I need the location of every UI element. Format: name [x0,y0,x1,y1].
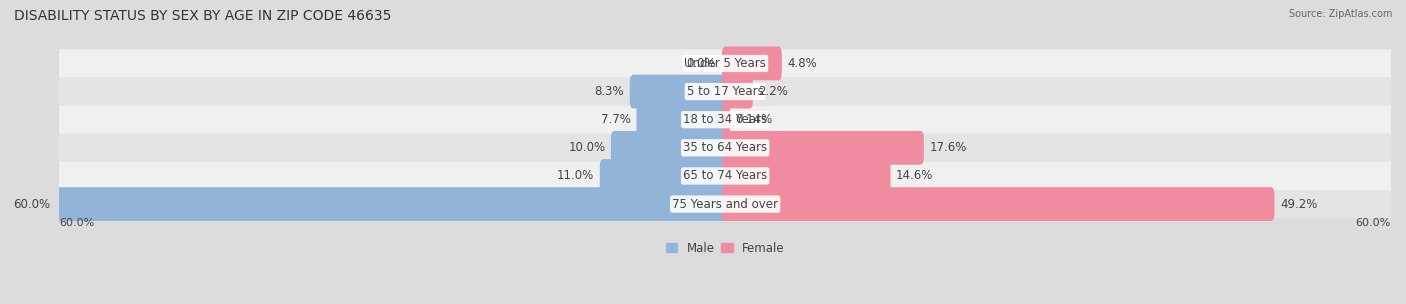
Text: Source: ZipAtlas.com: Source: ZipAtlas.com [1288,9,1392,19]
Text: 0.0%: 0.0% [686,57,716,70]
Text: Under 5 Years: Under 5 Years [685,57,766,70]
FancyBboxPatch shape [721,131,924,165]
Text: 60.0%: 60.0% [14,198,51,211]
FancyBboxPatch shape [721,159,890,193]
Text: 35 to 64 Years: 35 to 64 Years [683,141,768,154]
Text: 10.0%: 10.0% [568,141,606,154]
FancyBboxPatch shape [600,159,728,193]
FancyBboxPatch shape [721,75,754,109]
Text: 17.6%: 17.6% [929,141,967,154]
FancyBboxPatch shape [37,78,1406,105]
Text: 18 to 34 Years: 18 to 34 Years [683,113,768,126]
FancyBboxPatch shape [721,47,782,80]
FancyBboxPatch shape [37,105,1406,134]
Text: 60.0%: 60.0% [1355,218,1391,228]
Text: 49.2%: 49.2% [1279,198,1317,211]
Text: 0.14%: 0.14% [735,113,773,126]
Text: 11.0%: 11.0% [557,169,595,182]
FancyBboxPatch shape [37,162,1406,190]
Text: 2.2%: 2.2% [758,85,789,98]
Text: 60.0%: 60.0% [59,218,94,228]
FancyBboxPatch shape [37,49,1406,78]
Text: 14.6%: 14.6% [896,169,934,182]
Text: DISABILITY STATUS BY SEX BY AGE IN ZIP CODE 46635: DISABILITY STATUS BY SEX BY AGE IN ZIP C… [14,9,391,23]
Text: 75 Years and over: 75 Years and over [672,198,778,211]
FancyBboxPatch shape [637,103,728,136]
Text: 4.8%: 4.8% [787,57,817,70]
Text: 8.3%: 8.3% [595,85,624,98]
Legend: Male, Female: Male, Female [661,237,789,260]
FancyBboxPatch shape [56,187,728,221]
FancyBboxPatch shape [721,187,1274,221]
FancyBboxPatch shape [721,103,730,136]
FancyBboxPatch shape [37,190,1406,218]
FancyBboxPatch shape [37,134,1406,162]
Text: 7.7%: 7.7% [600,113,631,126]
Text: 5 to 17 Years: 5 to 17 Years [686,85,763,98]
FancyBboxPatch shape [630,75,728,109]
FancyBboxPatch shape [610,131,728,165]
Text: 65 to 74 Years: 65 to 74 Years [683,169,768,182]
